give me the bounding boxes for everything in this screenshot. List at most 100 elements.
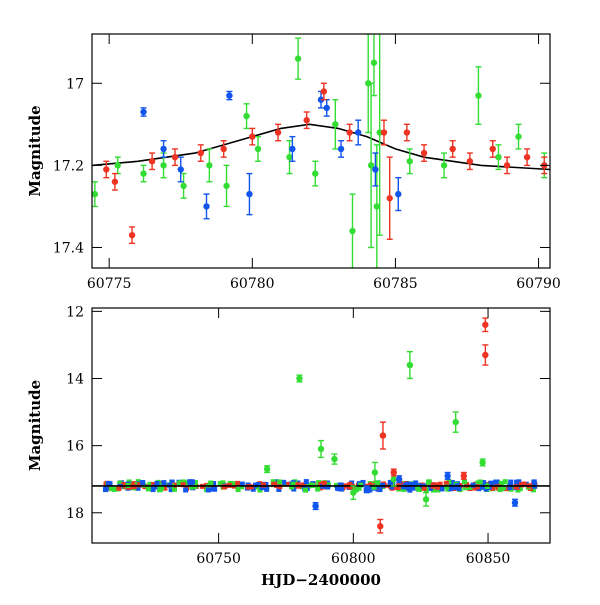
data-point bbox=[197, 149, 204, 157]
data-point bbox=[296, 375, 303, 382]
axes-frame bbox=[91, 307, 551, 544]
data-point bbox=[239, 484, 245, 490]
data-point bbox=[160, 162, 167, 169]
data-point bbox=[479, 484, 485, 490]
data-point bbox=[217, 481, 223, 487]
data-point bbox=[312, 502, 319, 510]
data-point bbox=[502, 479, 508, 485]
data-point bbox=[521, 481, 527, 487]
data-point bbox=[503, 162, 511, 169]
data-point bbox=[336, 486, 342, 492]
data-point bbox=[448, 486, 454, 492]
data-point bbox=[346, 129, 353, 136]
data-point bbox=[289, 484, 295, 490]
y-axis-title: Magnitude bbox=[26, 380, 44, 471]
data-point bbox=[370, 59, 378, 66]
data-point bbox=[189, 484, 195, 490]
y-tick-label: 17.2 bbox=[53, 158, 84, 174]
data-point bbox=[274, 129, 282, 136]
data-point bbox=[109, 486, 115, 492]
data-point bbox=[263, 465, 271, 473]
data-point bbox=[501, 485, 507, 491]
data-point bbox=[356, 485, 362, 491]
x-tick-label: 60780 bbox=[230, 276, 275, 292]
data-point bbox=[403, 129, 411, 136]
data-point bbox=[395, 485, 401, 491]
data-point bbox=[406, 158, 413, 165]
data-point bbox=[180, 182, 187, 190]
data-point bbox=[338, 482, 344, 488]
data-point bbox=[349, 227, 356, 235]
data-point bbox=[226, 92, 233, 99]
axes-frame bbox=[91, 33, 551, 269]
data-point bbox=[189, 479, 195, 485]
data-point bbox=[235, 480, 241, 486]
data-point bbox=[452, 485, 458, 491]
data-point bbox=[140, 480, 146, 486]
data-point bbox=[291, 481, 297, 487]
data-point bbox=[497, 487, 503, 493]
data-point bbox=[169, 479, 175, 485]
data-point bbox=[437, 481, 443, 487]
data-point bbox=[131, 481, 137, 487]
data-point bbox=[117, 480, 123, 486]
data-point bbox=[312, 170, 319, 177]
data-point bbox=[172, 486, 178, 492]
data-point bbox=[339, 486, 345, 492]
data-point bbox=[157, 487, 163, 493]
data-point bbox=[507, 485, 513, 491]
data-point bbox=[350, 489, 357, 496]
data-point bbox=[303, 479, 309, 485]
data-point bbox=[323, 104, 330, 112]
data-point bbox=[387, 479, 393, 485]
x-tick-label: 60775 bbox=[87, 276, 132, 292]
data-point bbox=[317, 445, 325, 453]
data-point bbox=[152, 484, 158, 490]
data-point bbox=[161, 480, 167, 486]
data-point bbox=[411, 485, 417, 491]
data-point bbox=[111, 178, 119, 185]
data-point bbox=[259, 485, 265, 491]
data-point bbox=[235, 487, 241, 493]
data-point bbox=[203, 203, 210, 210]
data-point bbox=[463, 485, 469, 491]
data-point bbox=[472, 485, 478, 491]
data-point bbox=[530, 487, 536, 493]
data-point bbox=[421, 485, 427, 491]
data-point bbox=[380, 129, 388, 136]
plot-area bbox=[92, 317, 550, 534]
data-point bbox=[254, 145, 262, 153]
data-point bbox=[395, 190, 402, 198]
data-point bbox=[211, 481, 217, 487]
data-point bbox=[493, 479, 499, 485]
data-point bbox=[353, 487, 359, 493]
data-point bbox=[112, 486, 118, 492]
data-point bbox=[389, 484, 395, 490]
data-point bbox=[114, 162, 121, 169]
data-point bbox=[134, 482, 140, 488]
data-point bbox=[176, 480, 182, 486]
data-point bbox=[405, 481, 411, 487]
x-tick-label: 60785 bbox=[373, 276, 418, 292]
data-point bbox=[116, 485, 122, 491]
data-point bbox=[489, 145, 496, 153]
data-point bbox=[205, 487, 211, 493]
data-point bbox=[390, 476, 397, 483]
data-point bbox=[377, 523, 384, 530]
data-point bbox=[276, 486, 282, 492]
data-point bbox=[489, 485, 495, 491]
data-point bbox=[523, 153, 531, 161]
data-point bbox=[135, 485, 141, 491]
data-point bbox=[386, 195, 393, 202]
data-point bbox=[504, 486, 510, 492]
data-point bbox=[395, 476, 403, 483]
x-tick-label: 60800 bbox=[331, 551, 376, 567]
data-point bbox=[302, 487, 308, 493]
data-point bbox=[467, 484, 473, 490]
x-tick-label: 60790 bbox=[516, 276, 561, 292]
data-point bbox=[177, 166, 184, 173]
data-point bbox=[371, 469, 379, 476]
data-point bbox=[531, 479, 537, 485]
data-point bbox=[475, 480, 481, 486]
